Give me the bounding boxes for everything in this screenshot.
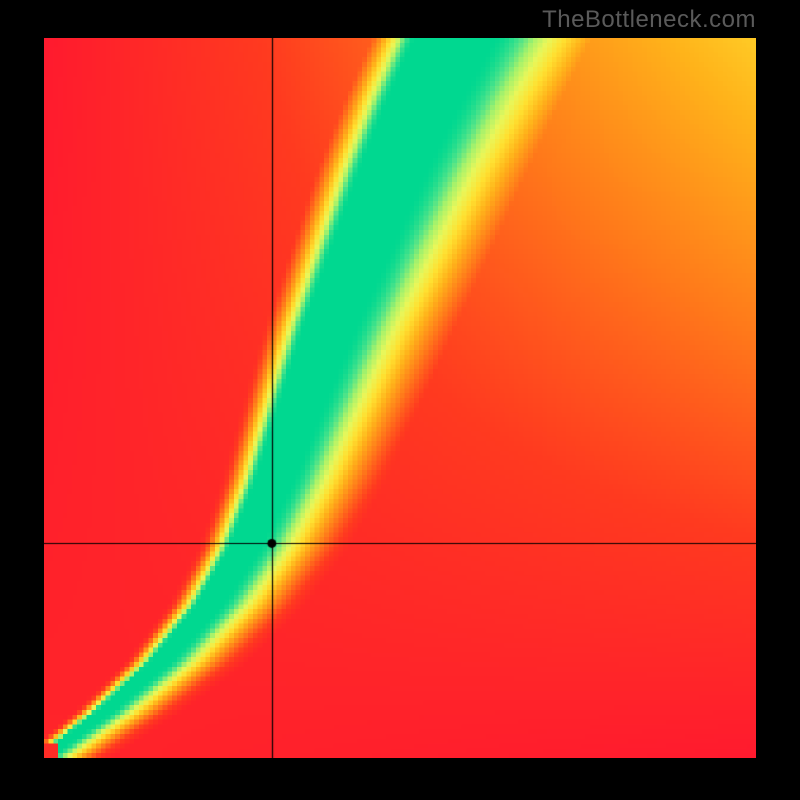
watermark-text: TheBottleneck.com [542, 6, 756, 34]
crosshair-overlay [44, 38, 756, 758]
